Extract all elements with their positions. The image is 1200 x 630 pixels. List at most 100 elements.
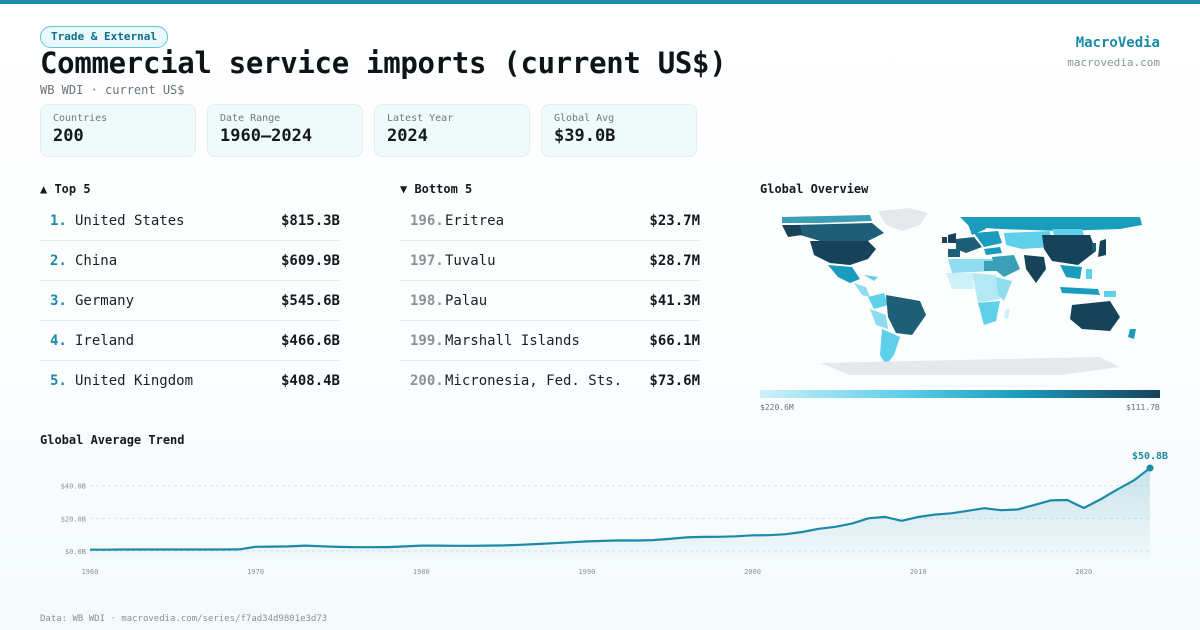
list-item[interactable]: 5. United Kingdom $408.4B (40, 361, 340, 401)
region-usa[interactable] (810, 241, 876, 265)
data-point[interactable] (616, 536, 624, 544)
list-item[interactable]: 196. Eritrea $23.7M (400, 201, 700, 241)
data-point[interactable] (450, 542, 458, 550)
data-point[interactable] (583, 537, 591, 545)
list-item[interactable]: 3. Germany $545.6B (40, 281, 340, 321)
data-point[interactable] (798, 528, 806, 536)
brand-name[interactable]: MacroVedia (1075, 35, 1160, 51)
data-point[interactable] (1063, 496, 1071, 504)
region-west-africa[interactable] (946, 273, 974, 289)
data-point[interactable] (947, 509, 955, 517)
trend-chart[interactable]: $0.0B $20.0B $40.0B 1960 1970 1980 1990 2000 20… (0, 440, 1200, 580)
data-point[interactable] (1129, 477, 1137, 485)
region-alaska[interactable] (782, 225, 802, 237)
data-point[interactable] (202, 546, 210, 554)
data-point[interactable] (533, 540, 541, 548)
region-egypt[interactable] (984, 261, 996, 271)
region-caribbean[interactable] (864, 275, 878, 281)
list-item[interactable]: 197. Tuvalu $28.7M (400, 241, 700, 281)
data-point[interactable] (881, 513, 889, 521)
data-point[interactable] (566, 538, 574, 546)
region-greenland[interactable] (878, 208, 928, 231)
list-item[interactable]: 4. Ireland $466.6B (40, 321, 340, 361)
data-point[interactable] (500, 541, 508, 549)
region-canada[interactable] (794, 223, 884, 243)
region-western-europe[interactable] (956, 237, 982, 253)
data-point[interactable] (467, 542, 475, 550)
data-point[interactable] (384, 543, 392, 551)
data-point[interactable] (649, 536, 657, 544)
data-point[interactable] (732, 532, 740, 540)
data-point[interactable] (599, 537, 607, 545)
data-point[interactable] (864, 514, 872, 522)
list-item[interactable]: 198. Palau $41.3M (400, 281, 700, 321)
data-point[interactable] (301, 542, 309, 550)
region-indonesia[interactable] (1060, 287, 1100, 295)
data-point[interactable] (252, 543, 260, 551)
data-point[interactable] (815, 525, 823, 533)
data-point[interactable] (1096, 496, 1104, 504)
data-point[interactable] (964, 507, 972, 515)
data-point[interactable] (1014, 506, 1022, 514)
data-point[interactable] (980, 504, 988, 512)
region-mongolia[interactable] (1052, 229, 1084, 235)
data-point[interactable] (1030, 501, 1038, 509)
region-north-africa[interactable] (948, 259, 994, 273)
list-item[interactable]: 2. China $609.9B (40, 241, 340, 281)
region-middle-east[interactable] (992, 255, 1020, 277)
region-india[interactable] (1024, 255, 1046, 283)
region-central-america[interactable] (854, 283, 870, 297)
data-point[interactable] (931, 511, 939, 519)
region-new-zealand[interactable] (1128, 329, 1136, 339)
region-brazil[interactable] (886, 295, 926, 335)
data-point[interactable] (666, 535, 674, 543)
data-point[interactable] (831, 523, 839, 531)
region-uk[interactable] (948, 233, 956, 243)
region-arctic-north-america[interactable] (782, 215, 872, 223)
region-papua[interactable] (1104, 291, 1116, 297)
world-choropleth-map[interactable] (760, 205, 1160, 380)
data-point[interactable] (136, 546, 144, 554)
region-argentina[interactable] (880, 329, 900, 365)
region-turkey[interactable] (984, 247, 1002, 255)
data-point[interactable] (434, 542, 442, 550)
data-point[interactable] (235, 545, 243, 553)
region-china[interactable] (1042, 235, 1096, 265)
region-scandinavia[interactable] (966, 217, 986, 235)
data-point[interactable] (749, 531, 757, 539)
region-southeast-asia[interactable] (1060, 265, 1082, 279)
data-point[interactable] (1080, 504, 1088, 512)
data-point[interactable] (268, 543, 276, 551)
data-point[interactable] (898, 517, 906, 525)
region-korea[interactable] (1092, 243, 1096, 251)
data-point[interactable] (351, 543, 359, 551)
data-point[interactable] (285, 542, 293, 550)
region-colombia[interactable] (868, 293, 888, 309)
data-point[interactable] (185, 546, 193, 554)
list-item[interactable]: 199. Marshall Islands $66.1M (400, 321, 700, 361)
data-point[interactable] (715, 533, 723, 541)
region-japan[interactable] (1098, 239, 1106, 257)
region-peru[interactable] (870, 309, 888, 329)
region-madagascar[interactable] (1004, 309, 1010, 319)
data-point[interactable] (152, 546, 160, 554)
data-point[interactable] (550, 539, 558, 547)
region-russia[interactable] (960, 217, 1142, 231)
data-point[interactable] (334, 543, 342, 551)
data-point[interactable] (699, 533, 707, 541)
data-point[interactable] (914, 513, 922, 521)
region-central-asia[interactable] (1004, 231, 1052, 249)
list-item[interactable]: 200. Micronesia, Fed. Sts. $73.6M (400, 361, 700, 401)
brand-url[interactable]: macrovedia.com (1067, 56, 1160, 69)
region-iberia[interactable] (948, 249, 960, 257)
trend-end-dot[interactable] (1146, 464, 1154, 472)
data-point[interactable] (1113, 486, 1121, 494)
data-point[interactable] (484, 542, 492, 550)
data-point[interactable] (997, 506, 1005, 514)
data-point[interactable] (401, 542, 409, 550)
region-australia[interactable] (1070, 301, 1120, 331)
data-point[interactable] (119, 546, 127, 554)
data-point[interactable] (103, 546, 111, 554)
data-point[interactable] (169, 546, 177, 554)
region-southern-africa[interactable] (978, 301, 1000, 325)
